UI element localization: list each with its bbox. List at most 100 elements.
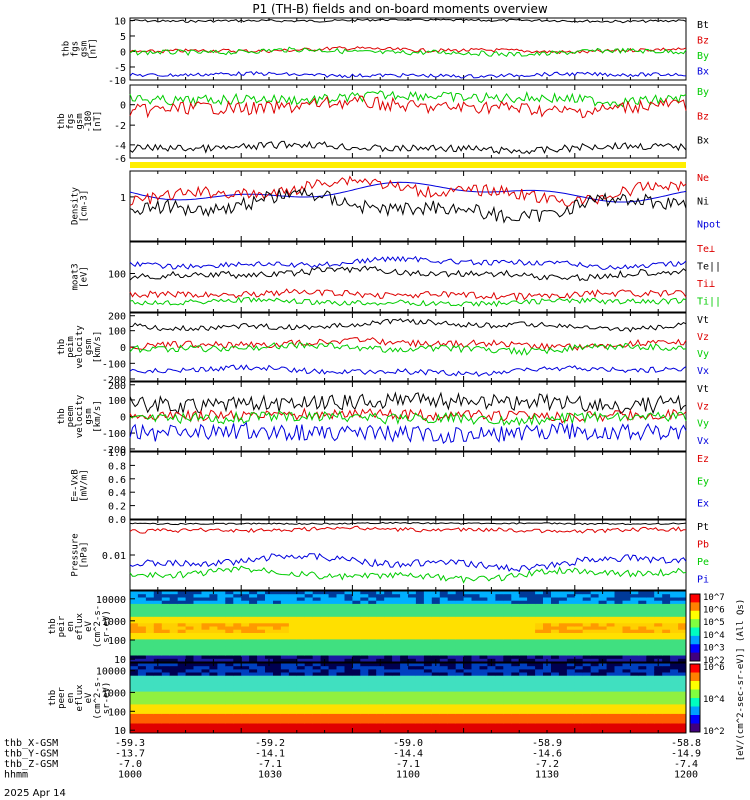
spectrogram-cell <box>487 626 496 631</box>
spectrogram-cell <box>360 642 369 647</box>
spectrogram-cell <box>455 636 465 640</box>
spectrogram-cell <box>471 685 480 689</box>
spectrogram-cell <box>344 701 353 705</box>
spectrogram-cell <box>574 620 584 624</box>
spectrogram-cell <box>153 694 163 699</box>
spectrogram-cell <box>376 678 385 683</box>
spectrogram-cell <box>439 629 449 634</box>
spectrogram-cell <box>606 610 615 615</box>
spectrogram-cell <box>439 698 449 702</box>
spectrogram-cell <box>336 626 345 631</box>
spectrogram-cell <box>535 729 544 734</box>
spectrogram-cell <box>336 720 345 724</box>
spectrogram-cell <box>193 645 202 650</box>
spectrogram-cell <box>344 597 353 602</box>
spectrogram-cell <box>257 688 266 693</box>
spectrogram-cell <box>415 669 425 674</box>
spectrogram-cell <box>431 633 441 637</box>
spectrogram-cell <box>296 672 306 677</box>
spectrogram-cell <box>423 616 433 621</box>
spectrogram-cell <box>169 713 179 718</box>
spectrogram-cell <box>209 600 218 605</box>
spectrogram-cell <box>400 600 409 605</box>
spectrogram-cell <box>654 607 663 611</box>
spectrogram-cell <box>455 652 465 656</box>
spectrogram-cell <box>217 633 226 637</box>
spectrogram-cell <box>400 639 409 644</box>
spectrogram-cell <box>431 620 441 624</box>
spectrogram-cell <box>431 672 441 677</box>
spectrogram-cell <box>328 658 337 663</box>
spectrogram-cell <box>320 597 329 602</box>
y-tick-label: -2 <box>114 121 126 132</box>
spectrogram-cell <box>566 655 576 660</box>
spectrogram-cell <box>646 597 655 602</box>
spectrogram-cell <box>598 639 607 644</box>
spectrogram-cell <box>447 636 457 640</box>
spectrogram-cell <box>431 639 441 644</box>
spectrogram-cell <box>193 658 202 663</box>
spectrogram-cell <box>257 666 266 670</box>
spectrogram-cell <box>241 685 250 689</box>
spectrogram-cell <box>344 713 353 718</box>
spectrogram-cell <box>574 717 584 721</box>
spectrogram-cell <box>130 633 139 637</box>
spectrogram-cell <box>296 694 306 699</box>
spectrogram-cell <box>463 613 472 618</box>
y-tick-label: 100 <box>108 270 126 281</box>
spectrogram-cell <box>392 649 401 653</box>
spectrogram-cell <box>280 669 290 674</box>
spectrogram-cell <box>543 610 552 615</box>
spectrogram-cell <box>312 663 322 667</box>
spectrogram-cell <box>185 672 194 677</box>
spectrogram-cell <box>209 594 218 598</box>
spectrogram-cell <box>630 675 639 680</box>
spectrogram-cell <box>352 704 361 709</box>
spectrogram-cell <box>479 720 488 724</box>
spectrogram-cell <box>439 610 449 615</box>
spectrogram-cell <box>304 607 314 611</box>
colorbar-tick-label: 10^7 <box>703 593 725 603</box>
spectrogram-cell <box>304 620 314 624</box>
spectrogram-cell <box>225 691 234 696</box>
spectrogram-cell <box>161 698 171 702</box>
spectrogram-cell <box>400 633 409 637</box>
spectrogram-cell <box>217 707 226 712</box>
spectrogram-cell <box>201 613 210 618</box>
spectrogram-cell <box>304 639 314 644</box>
spectrogram-cell <box>233 616 242 621</box>
spectrogram-cell <box>352 675 361 680</box>
spectrogram-cell <box>463 636 472 640</box>
spectrogram-cell <box>201 652 210 656</box>
spectrogram-cell <box>646 672 655 677</box>
colorbar-segment <box>690 672 700 682</box>
spectrogram-cell <box>352 626 361 631</box>
spectrogram-cell <box>638 691 647 696</box>
spectrogram-cell <box>646 600 655 605</box>
spectrogram-cell <box>296 642 306 647</box>
spectrogram-cell <box>328 720 337 724</box>
spectrogram-cell <box>471 720 480 724</box>
spectrogram-cell <box>503 626 512 631</box>
spectrogram-cell <box>392 636 401 640</box>
spectrogram-cell <box>328 682 337 686</box>
spectrogram-cell <box>265 597 274 602</box>
spectrogram-cell <box>265 720 274 724</box>
spectrogram-cell <box>280 663 290 667</box>
spectrogram-cell <box>439 726 449 731</box>
spectrogram-cell <box>241 607 250 611</box>
spectrogram-cell <box>503 594 512 598</box>
spectrogram-cell <box>678 666 687 670</box>
spectrogram-cell <box>519 723 528 728</box>
spectrogram-cell <box>519 633 528 637</box>
spectrogram-cell <box>177 639 187 644</box>
spectrogram-cell <box>495 723 504 728</box>
spectrogram-cell <box>257 616 266 621</box>
spectrogram-cell <box>408 623 417 627</box>
spectrogram-cell <box>336 613 345 618</box>
spectrogram-cell <box>423 688 433 693</box>
spectrogram-cell <box>328 729 337 734</box>
spectrogram-cell <box>511 691 520 696</box>
spectrogram-cell <box>431 675 441 680</box>
spectrogram-cell <box>225 597 234 602</box>
